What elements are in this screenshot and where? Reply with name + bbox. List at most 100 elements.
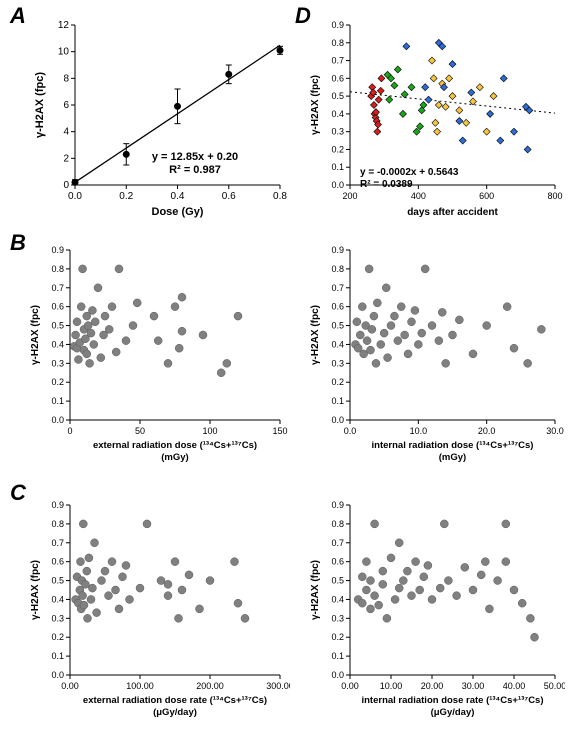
svg-text:0.4: 0.4 <box>51 594 64 604</box>
svg-text:40.00: 40.00 <box>503 681 526 691</box>
svg-text:50.00: 50.00 <box>544 681 565 691</box>
svg-text:0: 0 <box>63 180 69 191</box>
svg-text:y = 12.85x + 0.20: y = 12.85x + 0.20 <box>152 151 238 163</box>
svg-text:2: 2 <box>63 153 69 164</box>
panel-b-right-chart: 0.00.10.20.30.40.50.60.70.80.90.010.020.… <box>300 240 565 480</box>
svg-text:0.1: 0.1 <box>51 651 64 661</box>
svg-text:0.6: 0.6 <box>51 557 64 567</box>
svg-text:300.00: 300.00 <box>266 681 290 691</box>
svg-text:6: 6 <box>63 100 69 111</box>
svg-text:4: 4 <box>63 127 69 138</box>
svg-text:internal radiation dose (¹³⁴Cs: internal radiation dose (¹³⁴Cs+¹³⁷Cs) <box>372 440 534 451</box>
svg-text:0.2: 0.2 <box>51 377 64 387</box>
svg-text:0.2: 0.2 <box>119 191 133 202</box>
panel-a-chart: 0 2 4 6 8 10 12 0.0 0.2 0.4 0.6 0.8 Dose (Gy) γ-H2AX … <box>20 10 290 235</box>
svg-text:10.00: 10.00 <box>380 681 403 691</box>
svg-text:0.7: 0.7 <box>331 283 344 293</box>
svg-text:0.4: 0.4 <box>331 109 344 119</box>
svg-text:(mGy): (mGy) <box>161 452 188 463</box>
svg-text:100: 100 <box>202 426 217 436</box>
svg-text:γ-H2AX (fpc): γ-H2AX (fpc) <box>34 72 46 138</box>
svg-text:0.2: 0.2 <box>51 632 64 642</box>
svg-text:0.2: 0.2 <box>331 632 344 642</box>
svg-text:20.0: 20.0 <box>478 426 496 436</box>
panel-c-left-chart: 0.0 0.1 0.2 0.3 0.4 0.5 0.6 0.7 0.8 0.9 0.00 100.00… <box>20 495 290 745</box>
svg-text:y = -0.0002x + 0.5643: y = -0.0002x + 0.5643 <box>360 167 459 178</box>
svg-text:10: 10 <box>58 47 70 58</box>
svg-text:R² = 0.987: R² = 0.987 <box>169 164 221 176</box>
svg-text:0.3: 0.3 <box>51 358 64 368</box>
svg-text:(mGy): (mGy) <box>439 452 466 463</box>
svg-text:600: 600 <box>479 191 494 201</box>
svg-text:400: 400 <box>411 191 426 201</box>
svg-text:20.00: 20.00 <box>421 681 444 691</box>
svg-text:0.7: 0.7 <box>51 538 64 548</box>
svg-text:0.9: 0.9 <box>51 245 64 255</box>
svg-text:0.3: 0.3 <box>51 613 64 623</box>
svg-text:10.0: 10.0 <box>410 426 428 436</box>
svg-text:(μGy/day): (μGy/day) <box>431 707 475 718</box>
svg-text:0.6: 0.6 <box>331 557 344 567</box>
svg-text:0.6: 0.6 <box>222 191 236 202</box>
svg-text:0.1: 0.1 <box>331 162 344 172</box>
svg-text:γ-H2AX (fpc): γ-H2AX (fpc) <box>310 305 321 365</box>
svg-text:0: 0 <box>67 426 72 436</box>
svg-text:0.3: 0.3 <box>331 358 344 368</box>
svg-text:0.5: 0.5 <box>331 576 344 586</box>
svg-text:γ-H2AX (fpc): γ-H2AX (fpc) <box>30 560 41 620</box>
svg-text:0.8: 0.8 <box>273 191 287 202</box>
svg-text:external radiation dose (¹³⁴Cs: external radiation dose (¹³⁴Cs+¹³⁷Cs) <box>93 440 257 451</box>
svg-text:0.4: 0.4 <box>331 594 344 604</box>
svg-text:0.0: 0.0 <box>331 415 344 425</box>
svg-text:0.0: 0.0 <box>331 180 344 190</box>
svg-text:Dose (Gy): Dose (Gy) <box>152 206 204 218</box>
svg-text:0.6: 0.6 <box>331 302 344 312</box>
svg-text:0.8: 0.8 <box>331 519 344 529</box>
svg-text:200: 200 <box>342 191 357 201</box>
svg-text:γ-H2AX (fpc): γ-H2AX (fpc) <box>310 75 321 135</box>
svg-text:0.8: 0.8 <box>51 264 64 274</box>
svg-text:0.1: 0.1 <box>331 396 344 406</box>
svg-text:0.1: 0.1 <box>51 396 64 406</box>
svg-text:(μGy/day): (μGy/day) <box>153 707 197 718</box>
svg-text:0.6: 0.6 <box>331 73 344 83</box>
svg-text:800: 800 <box>547 191 562 201</box>
svg-text:0.9: 0.9 <box>331 20 344 30</box>
svg-text:100.00: 100.00 <box>126 681 154 691</box>
svg-text:γ-H2AX (fpc): γ-H2AX (fpc) <box>30 305 41 365</box>
svg-text:0.4: 0.4 <box>331 339 344 349</box>
svg-text:8: 8 <box>63 73 69 84</box>
svg-text:external radiation dose rate: external radiation dose rate (¹³⁴Cs+¹³⁷C… <box>83 695 267 706</box>
svg-text:0.00: 0.00 <box>341 681 359 691</box>
svg-text:0.4: 0.4 <box>171 191 185 202</box>
svg-text:R² = 0.0389: R² = 0.0389 <box>360 179 413 190</box>
svg-text:0.2: 0.2 <box>331 144 344 154</box>
panel-c-right-chart: 0.00.10.20.30.40.50.60.70.80.90.0010.002… <box>300 495 565 745</box>
svg-text:0.5: 0.5 <box>331 321 344 331</box>
svg-text:internal radiation dose rate: internal radiation dose rate (¹³⁴Cs+¹³⁷C… <box>361 695 543 706</box>
svg-text:0.0: 0.0 <box>51 670 64 680</box>
svg-text:0.2: 0.2 <box>331 377 344 387</box>
panel-b-left-chart: 0.00.10.20.30.40.50.60.70.80.9050100150e… <box>20 240 290 480</box>
svg-text:30.00: 30.00 <box>462 681 485 691</box>
svg-text:0.3: 0.3 <box>331 613 344 623</box>
svg-text:0.00: 0.00 <box>61 681 79 691</box>
svg-text:days after accident: days after accident <box>407 207 498 218</box>
svg-text:0.4: 0.4 <box>51 339 64 349</box>
svg-text:0.3: 0.3 <box>331 127 344 137</box>
svg-text:0.0: 0.0 <box>331 670 344 680</box>
svg-text:150: 150 <box>272 426 287 436</box>
svg-text:0.9: 0.9 <box>331 500 344 510</box>
svg-text:0.8: 0.8 <box>331 38 344 48</box>
svg-text:0.5: 0.5 <box>331 91 344 101</box>
svg-text:0.5: 0.5 <box>51 576 64 586</box>
svg-text:12: 12 <box>58 20 70 31</box>
svg-text:0.0: 0.0 <box>68 191 82 202</box>
svg-text:0.7: 0.7 <box>51 283 64 293</box>
svg-text:0.7: 0.7 <box>331 56 344 66</box>
svg-text:0.9: 0.9 <box>51 500 64 510</box>
svg-text:0.8: 0.8 <box>51 519 64 529</box>
svg-text:0.0: 0.0 <box>344 426 357 436</box>
svg-text:0.5: 0.5 <box>51 321 64 331</box>
panel-d-chart: 0.0 0.1 0.2 0.3 0.4 0.5 0.6 0.7 0.8 0.9 200 400 600 8… <box>300 10 565 235</box>
